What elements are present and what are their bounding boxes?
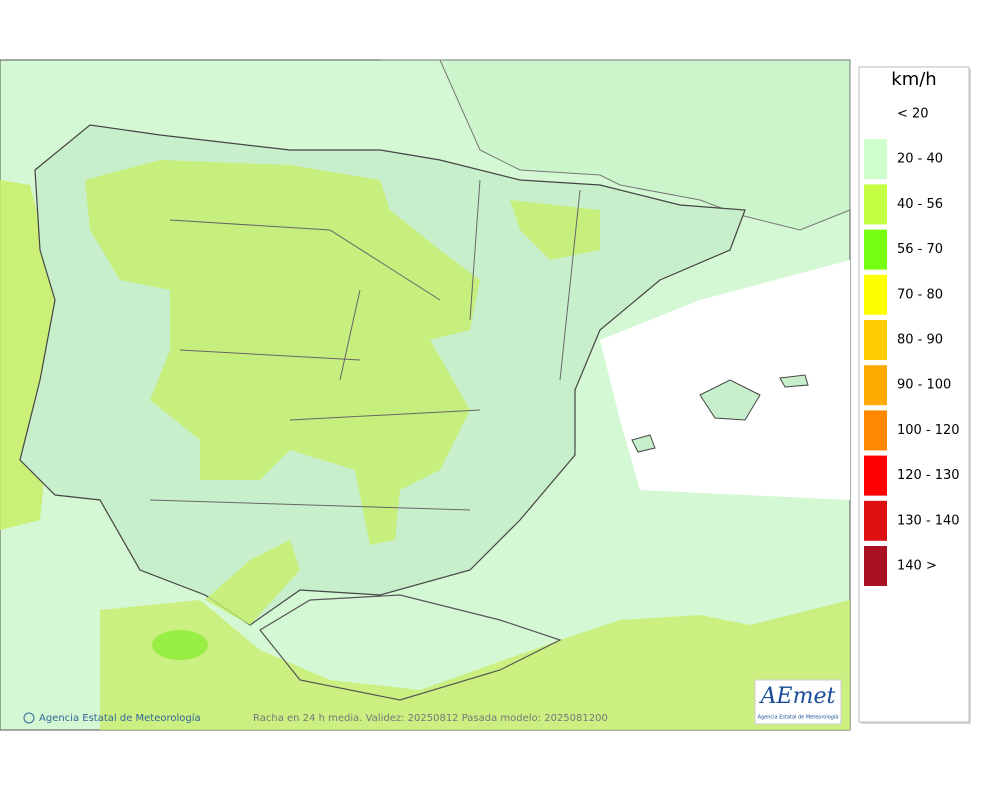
legend-swatch xyxy=(864,184,887,225)
africa-coast xyxy=(259,594,562,701)
legend-swatch xyxy=(864,229,887,270)
legend-swatch xyxy=(864,500,887,541)
region-border xyxy=(149,179,581,511)
island xyxy=(631,434,656,453)
legend-unit: km/h xyxy=(891,69,936,90)
legend-label: 100 - 120 xyxy=(897,423,960,438)
island xyxy=(779,374,809,388)
wind-zone xyxy=(205,540,300,625)
wind-zone xyxy=(100,600,850,730)
legend-label: 80 - 90 xyxy=(897,333,943,348)
caption: Racha en 24 h media. Validez: 20250812 P… xyxy=(253,713,608,724)
credit: Agencia Estatal de Meteorología xyxy=(39,712,201,724)
logo-subtitle: Agencia Estatal de Meteorología xyxy=(758,714,839,721)
legend-swatch xyxy=(864,274,887,315)
legend-swatch xyxy=(864,455,887,496)
logo: AEmet xyxy=(759,684,836,709)
legend-swatch xyxy=(864,139,887,180)
legend-swatch xyxy=(864,320,887,360)
france-land xyxy=(380,59,851,231)
legend-label: 20 - 40 xyxy=(897,152,943,167)
legend-label: 120 - 130 xyxy=(897,468,960,483)
sea-white xyxy=(600,260,850,500)
legend-label: 90 - 100 xyxy=(897,378,951,393)
legend-label: 40 - 56 xyxy=(897,197,943,212)
island xyxy=(699,379,761,421)
wind-zone xyxy=(152,630,208,660)
map: Agencia Estatal de Meteorología Racha en… xyxy=(0,59,851,731)
logo-box xyxy=(754,679,842,725)
legend-swatch xyxy=(864,410,887,451)
legend: km/h < 20 20 - 40 40 - 56 56 - 70 70 - 80 80 … xyxy=(858,66,971,724)
legend-label: 70 - 80 xyxy=(897,287,943,302)
legend-label: 56 - 70 xyxy=(897,242,943,257)
legend-swatch xyxy=(864,365,887,406)
legend-label: < 20 xyxy=(897,107,929,122)
wind-zone xyxy=(85,160,480,545)
legend-swatch xyxy=(864,546,887,586)
legend-label: 140 > xyxy=(897,559,937,574)
copyright-icon xyxy=(23,712,35,724)
legend-label: 130 - 140 xyxy=(897,513,960,528)
